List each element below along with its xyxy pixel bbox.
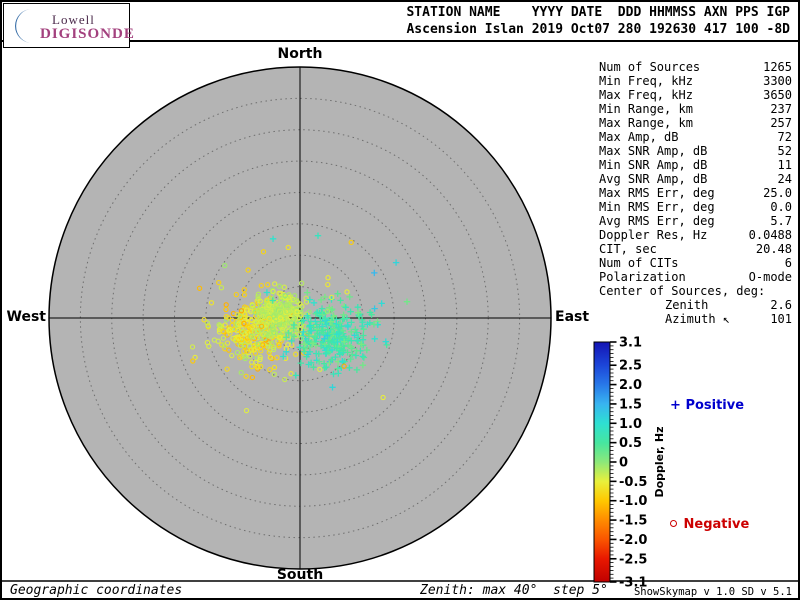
header-bar	[2, 2, 798, 42]
stat-row: Min SNR Amp, dB 11	[599, 158, 792, 172]
stat-row: Zenith 2.6	[599, 298, 792, 312]
logo-lowell-text: Lowell	[52, 12, 95, 27]
legend-negative: Negative	[670, 517, 749, 532]
stat-row: Polarization O-mode	[599, 270, 792, 284]
stat-label: Min Freq, kHz	[599, 74, 693, 88]
east-label: East	[555, 309, 590, 325]
stat-label: CIT, sec	[599, 242, 657, 256]
stat-value: 25.0	[763, 186, 792, 200]
stats-panel: Num of Sources 1265 Min Freq, kHz 3300 Max F…	[599, 60, 792, 326]
svg-text:-1.5: -1.5	[619, 514, 647, 529]
legend-positive-label: Positive	[685, 398, 745, 413]
stat-value: 101	[770, 312, 792, 326]
stat-value: 2.6	[770, 298, 792, 312]
legend-positive: + Positive	[670, 398, 744, 413]
svg-text:0.5: 0.5	[619, 436, 642, 451]
stat-value: 0.0488	[748, 228, 792, 242]
stat-label: Zenith	[665, 298, 709, 312]
stat-label: Num of Sources	[599, 60, 701, 74]
stat-value: 72	[777, 130, 792, 144]
stat-row: Num of CITs 6	[599, 256, 792, 270]
stat-row: Max SNR Amp, dB 52	[599, 144, 792, 158]
lowell-digisonde-logo: Lowell DIGISONDE	[3, 3, 134, 48]
svg-text:1.0: 1.0	[619, 417, 642, 432]
svg-text:-1.0: -1.0	[619, 494, 647, 509]
negative-marker-icon	[670, 520, 677, 527]
stat-value: 11	[777, 158, 792, 172]
stat-row: Doppler Res, Hz 0.0488	[599, 228, 792, 242]
stat-value: 52	[777, 144, 792, 158]
stat-row: Azimuth ↖ 101	[599, 312, 792, 326]
stat-label: Azimuth ↖	[665, 312, 731, 326]
stat-label: Doppler Res, Hz	[599, 228, 708, 242]
stat-label: Max SNR Amp, dB	[599, 144, 708, 158]
legend-negative-label: Negative	[683, 517, 750, 532]
stat-label: Max Range, km	[599, 116, 693, 130]
stat-row: Avg RMS Err, deg 5.7	[599, 214, 792, 228]
svg-text:0: 0	[619, 456, 628, 471]
stat-label: Min SNR Amp, dB	[599, 158, 708, 172]
station-header: STATION NAME YYYY DATE DDD HHMMSS AXN PP…	[406, 4, 790, 38]
doppler-axis-label: Doppler, Hz	[653, 426, 666, 497]
positive-marker-icon: +	[670, 398, 681, 413]
stat-label: Min Range, km	[599, 102, 693, 116]
stat-label: Center of Sources, deg:	[599, 284, 766, 298]
stat-row: Max Freq, kHz 3650	[599, 88, 792, 102]
stat-label: Max Amp, dB	[599, 130, 679, 144]
zenith-range-caption: Zenith: max 40° step 5°	[420, 583, 608, 598]
stat-label: Num of CITs	[599, 256, 679, 270]
stat-value: 24	[777, 172, 792, 186]
version-caption: ShowSkymap v 1.0 SD v 5.1	[633, 586, 792, 598]
stat-value: 3650	[763, 88, 792, 102]
stat-row: Min Range, km 237	[599, 102, 792, 116]
stat-value: 5.7	[770, 214, 792, 228]
svg-text:-0.5: -0.5	[619, 475, 647, 490]
stat-row: Max RMS Err, deg 25.0	[599, 186, 792, 200]
stat-row: Max Amp, dB 72	[599, 130, 792, 144]
stat-value: 3300	[763, 74, 792, 88]
coordinates-caption: Geographic coordinates	[10, 583, 183, 598]
stat-row: Min Freq, kHz 3300	[599, 74, 792, 88]
west-label: West	[6, 309, 46, 325]
stat-value: 6	[784, 256, 792, 270]
stat-row: Min RMS Err, deg 0.0	[599, 200, 792, 214]
north-label: North	[277, 46, 323, 62]
stat-value: 1265	[763, 60, 792, 74]
stat-label: Min RMS Err, deg	[599, 200, 715, 214]
stat-value: O-mode	[748, 270, 792, 284]
stat-value: 20.48	[755, 242, 792, 256]
stat-label: Avg RMS Err, deg	[599, 214, 715, 228]
station-header-line2: Ascension Islan 2019 Oct07 280 192630 41…	[406, 22, 790, 37]
stat-label: Polarization	[599, 270, 686, 284]
stat-row: Center of Sources, deg:	[599, 284, 792, 298]
svg-text:-2.5: -2.5	[619, 552, 647, 567]
svg-text:-2.0: -2.0	[619, 533, 647, 548]
station-header-line1: STATION NAME YYYY DATE DDD HHMMSS AXN PP…	[406, 5, 790, 20]
scatter-points	[189, 232, 411, 414]
south-label: South	[276, 567, 324, 583]
logo-digisonde-text: DIGISONDE	[40, 26, 135, 42]
stat-value: 0.0	[770, 200, 792, 214]
stat-label: Max RMS Err, deg	[599, 186, 715, 200]
svg-text:-3.1: -3.1	[619, 576, 647, 591]
stat-row: Num of Sources 1265	[599, 60, 792, 74]
stat-row: Max Range, km 257	[599, 116, 792, 130]
stat-row: CIT, sec 20.48	[599, 242, 792, 256]
svg-text:2.5: 2.5	[619, 359, 642, 374]
stat-value: 237	[770, 102, 792, 116]
stat-label: Max Freq, kHz	[599, 88, 693, 102]
svg-text:1.5: 1.5	[619, 397, 642, 412]
stat-value: 257	[770, 116, 792, 130]
svg-text:3.1: 3.1	[619, 336, 642, 351]
stat-label: Avg SNR Amp, dB	[599, 172, 708, 186]
svg-text:2.0: 2.0	[619, 378, 642, 393]
stat-row: Avg SNR Amp, dB 24	[599, 172, 792, 186]
